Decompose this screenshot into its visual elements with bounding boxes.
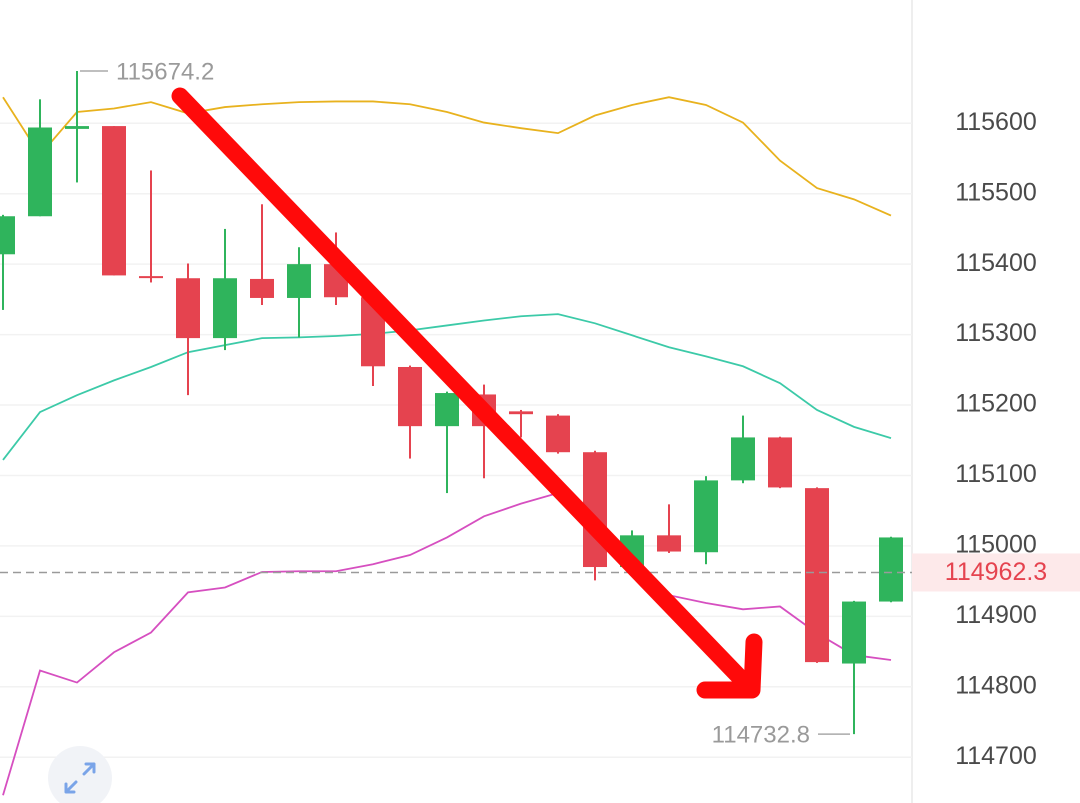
candle-body (731, 437, 755, 481)
candle-body (657, 535, 681, 552)
axis-panel (912, 0, 1080, 803)
high-label: 115674.2 (116, 58, 214, 85)
candle-body (139, 276, 163, 279)
y-tick-label: 115200 (955, 390, 1037, 418)
candle-body (102, 126, 126, 276)
y-tick-label: 114800 (955, 671, 1037, 699)
candle-body (842, 601, 866, 664)
candle-body (65, 126, 89, 129)
last-price-label: 114962.3 (945, 558, 1047, 586)
expand-button[interactable] (48, 746, 112, 803)
y-tick-label: 115100 (955, 460, 1037, 488)
y-tick-label: 115300 (955, 319, 1037, 347)
candle-body (250, 278, 274, 298)
candle-body (879, 537, 903, 602)
candle-body (287, 264, 311, 298)
candle-body (546, 415, 570, 453)
last-price-box (912, 553, 1080, 592)
band-line (2, 492, 892, 796)
trend-arrow (171, 87, 763, 699)
y-tick-label: 114700 (955, 742, 1037, 770)
candle-body (768, 437, 792, 488)
low-label: 114732.8 (712, 721, 810, 748)
y-tick-label: 114900 (955, 601, 1037, 629)
candle-body (176, 278, 200, 339)
band-line (2, 96, 892, 217)
y-tick-label: 115400 (955, 249, 1037, 277)
band-line (2, 313, 892, 461)
y-tick-label: 115500 (955, 178, 1037, 206)
candle-body (435, 393, 459, 427)
candle-body (509, 411, 533, 415)
candle-body (398, 366, 422, 427)
y-tick-label: 115600 (955, 108, 1037, 136)
candle-body (28, 127, 52, 217)
candle-body (0, 216, 15, 255)
candle-body (213, 278, 237, 339)
candle-body (805, 488, 829, 663)
candle-body (694, 480, 718, 553)
